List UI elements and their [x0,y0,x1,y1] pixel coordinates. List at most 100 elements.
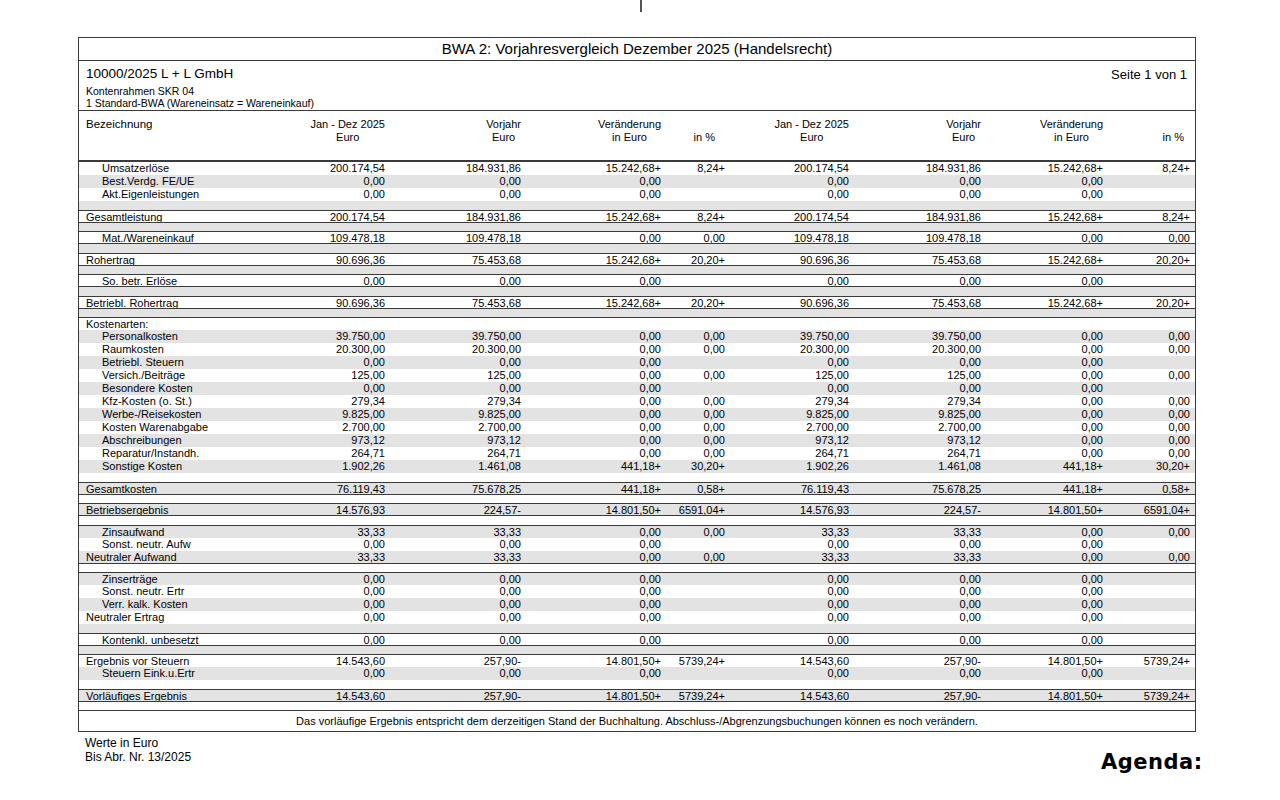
cell-value: 184.931,86 [849,211,981,222]
cell-value: 200.174,54 [301,211,385,222]
cell-value: 0,00 [1103,434,1194,447]
row-label: Sonst. neutr. Aufw [79,538,301,551]
cell-value: 0,00 [521,447,661,460]
cell-value: 0,00 [661,421,725,434]
cell-value: 0,00 [725,573,849,585]
cell-value: 0,00 [385,538,521,551]
cell-value: 0,00 [521,369,661,382]
cell-value: 0,00 [301,598,385,611]
cell-value: 264,71 [301,447,385,460]
cell-value: 90.696,36 [725,297,849,308]
cell-value: 279,34 [849,395,981,408]
cell-value: 0,00 [521,275,661,286]
cell-value: 0,00 [725,356,849,369]
row-label: Best.Verdg. FE/UE [79,175,301,188]
footer-werte-in-euro: Werte in Euro [85,737,191,751]
cell-value: 75.453,68 [385,297,521,308]
spacer-row [79,680,1195,689]
row-label: Steuern Eink.u.Ertr [79,667,301,680]
table-row: Gesamtleistung200.174,54 184.931,8615.242… [79,210,1195,223]
cell-value: 1.902,26 [725,460,849,473]
cell-value: 0,00 [521,634,661,645]
table-row: Kosten Warenabgabe2.700,002.700,000,000,… [79,421,1195,434]
cell-value: 0,00 [1103,526,1194,538]
cell-value: 0,00 [849,634,981,645]
cell-value: 0,00 [661,551,725,563]
cell-value: 0,00 [521,343,661,356]
table-row: Betriebl. Steuern0,000,000,000,000,000,0… [79,356,1195,369]
cell-value: 0,00 [1103,421,1194,434]
table-row: Besondere Kosten0,000,000,000,000,000,00 [79,382,1195,395]
cell-value: 0,00 [661,434,725,447]
cell-value [661,356,725,369]
cell-value: 14.801,50+ [981,655,1103,667]
cell-value: 0,00 [521,434,661,447]
cell-value: 14.543,60 [725,690,849,701]
cell-value: 0,00 [385,275,521,286]
cell-value: 39.750,00 [301,330,385,343]
cell-value [661,573,725,585]
cell-value [661,538,725,551]
column-header-line2: in % [1163,131,1184,143]
cell-value: 30,20+ [661,460,725,473]
cell-value: 0,00 [521,538,661,551]
spacer-row [79,201,1195,210]
cell-value: 973,12 [385,434,521,447]
cell-value: 0,00 [521,382,661,395]
table-row: Raumkosten20.300,0020.300,000,000,0020.3… [79,343,1195,356]
cell-value: 0,00 [981,434,1103,447]
cell-value: 973,12 [725,434,849,447]
table-row: Kontenkl. unbesetzt0,000,000,000,000,000… [79,633,1195,646]
cell-value [1103,275,1194,286]
cell-value [1103,356,1194,369]
cell-value: 257,90- [849,655,981,667]
cell-value: 0,00 [981,598,1103,611]
cell-value: 0,00 [661,526,725,538]
row-label: Gesamtleistung [79,211,301,222]
column-header-line2: in Euro [612,131,647,143]
row-label: Betriebsergebnis [79,504,301,515]
cell-value: 0,00 [981,573,1103,585]
cell-value: 14.576,93 [725,504,849,515]
cell-value: 184.931,86 [385,162,521,175]
cell-value: 9.825,00 [849,408,981,421]
cell-value: 20,20+ [1103,254,1194,265]
cell-value: 15.242,68+ [981,211,1103,222]
cell-value [1103,667,1194,680]
table-row: Versich./Beiträge125,00125,000,000,00125… [79,369,1195,382]
table-row: Steuern Eink.u.Ertr0,000,000,000,000,000… [79,667,1195,680]
row-label: Rohertrag [79,254,301,265]
table-header-row: Bezeichnung Jan - Dez 2025EuroVorjahrEur… [79,110,1195,162]
spacer-row [79,646,1195,655]
cell-value: 0,00 [725,611,849,624]
cell-value [661,611,725,624]
cell-value [1103,611,1194,624]
cell-value: 0,00 [981,395,1103,408]
cell-value: 75.678,25 [849,483,981,494]
cell-value: 20,20+ [661,297,725,308]
cell-value: 33,33 [385,526,521,538]
cell-value [661,667,725,680]
cell-value: 0,00 [521,232,661,243]
cell-value: 0,00 [385,667,521,680]
cell-value: 0,00 [849,538,981,551]
cell-value: 125,00 [725,369,849,382]
column-header-line2: Euro [336,131,359,143]
cell-value: 0,00 [725,598,849,611]
cell-value [725,318,849,330]
cell-value: 20,20+ [1103,297,1194,308]
cell-value: 15.242,68+ [521,297,661,308]
cell-value: 0,00 [981,526,1103,538]
cell-value: 5739,24+ [1103,690,1194,701]
cell-value [1103,318,1194,330]
cell-value: 0,00 [301,538,385,551]
row-label: Kfz-Kosten (o. St.) [79,395,301,408]
table-row: Personalkosten39.750,0039.750,000,000,00… [79,330,1195,343]
row-label: Mat./Wareneinkauf [79,232,301,243]
cell-value: 0,00 [981,667,1103,680]
cell-value: 0,00 [301,275,385,286]
row-label: Umsatzerlöse [79,162,301,175]
row-label: Gesamtkosten [79,483,301,494]
row-label: Reparatur/Instandh. [79,447,301,460]
table-row: Betriebl. Rohertrag90.696,3675.453,6815.… [79,296,1195,309]
